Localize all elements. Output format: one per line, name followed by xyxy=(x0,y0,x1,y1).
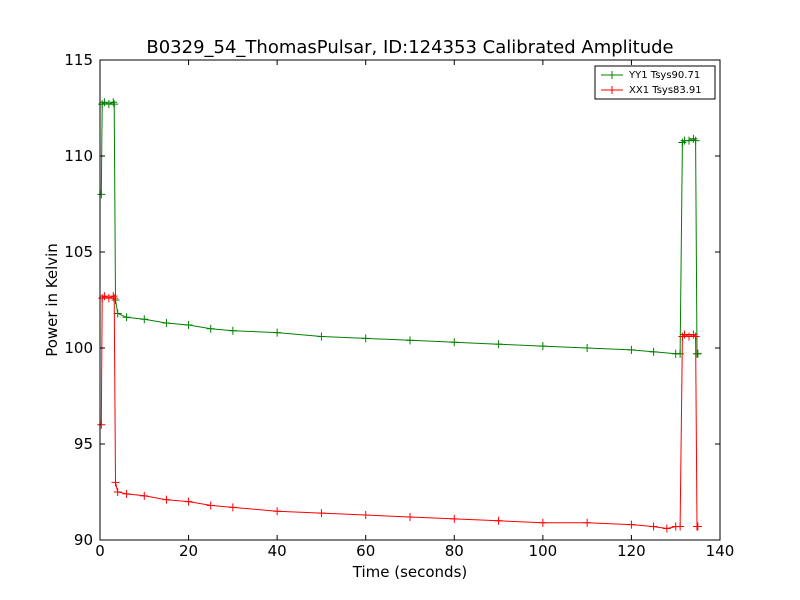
series-1 xyxy=(97,292,702,533)
x-tick-label: 0 xyxy=(95,542,105,560)
data-point xyxy=(206,501,215,510)
data-point xyxy=(228,326,237,335)
series-0 xyxy=(97,98,702,358)
data-point xyxy=(693,522,702,531)
data-point xyxy=(450,338,459,347)
y-axis: 90 95 100 105 110 115 xyxy=(64,51,720,549)
legend-marker-yy1 xyxy=(608,71,616,79)
data-point xyxy=(122,313,131,322)
data-point xyxy=(113,488,122,496)
data-point xyxy=(649,522,658,531)
x-tick-label: 120 xyxy=(617,542,646,560)
data-point xyxy=(184,497,193,506)
data-point xyxy=(317,509,326,518)
data-point xyxy=(111,478,120,487)
x-tick-label: 40 xyxy=(268,542,287,560)
x-axis: 0 20 40 60 80 100 120 140 xyxy=(95,60,734,560)
data-point xyxy=(627,520,636,529)
series-line xyxy=(100,295,698,530)
plot-area xyxy=(97,59,721,541)
data-point xyxy=(649,347,658,356)
data-point xyxy=(406,512,414,521)
data-point xyxy=(691,332,700,341)
data-point xyxy=(110,294,119,303)
data-point xyxy=(206,324,215,333)
legend-marker-xx1 xyxy=(608,86,616,94)
x-axis-label: Time (seconds) xyxy=(352,563,468,581)
data-point xyxy=(140,491,149,500)
data-point xyxy=(494,340,503,349)
data-point xyxy=(627,345,636,354)
data-point xyxy=(538,518,547,527)
y-axis-label: Power in Kelvin xyxy=(43,243,61,357)
y-tick-label: 105 xyxy=(64,243,93,261)
data-point xyxy=(100,98,109,107)
data-point xyxy=(691,136,700,145)
data-point xyxy=(162,495,171,504)
data-point xyxy=(693,349,702,358)
data-point xyxy=(100,292,109,301)
x-tick-label: 140 xyxy=(706,542,735,560)
legend-box xyxy=(594,65,716,100)
data-point xyxy=(538,342,547,351)
data-point xyxy=(184,320,193,329)
plot-background xyxy=(100,60,720,540)
data-point xyxy=(361,511,370,520)
data-point xyxy=(676,349,685,358)
data-point xyxy=(273,328,282,337)
y-tick-label: 115 xyxy=(64,51,93,69)
x-tick-label: 60 xyxy=(356,542,375,560)
data-point xyxy=(109,98,118,107)
data-point xyxy=(406,336,414,345)
data-point xyxy=(680,330,689,339)
legend: YY1 Tsys90.71 XX1 Tsys83.91 xyxy=(594,65,716,100)
data-point xyxy=(109,292,118,301)
data-point xyxy=(450,514,459,523)
chart-title: B0329_54_ThomasPulsar, ID:124353 Calibra… xyxy=(146,37,673,58)
series-layer xyxy=(97,98,702,533)
y-tick-label: 95 xyxy=(74,435,93,453)
y-tick-label: 90 xyxy=(74,531,93,549)
data-point xyxy=(140,315,149,324)
legend-label-yy1: YY1 Tsys90.71 xyxy=(628,70,700,81)
x-tick-label: 100 xyxy=(529,542,558,560)
x-tick-label: 80 xyxy=(445,542,464,560)
data-point xyxy=(494,516,503,525)
legend-item-1: XX1 Tsys83.91 xyxy=(601,85,702,96)
y-tick-label: 110 xyxy=(64,147,93,165)
legend-item-0: YY1 Tsys90.71 xyxy=(601,70,700,81)
data-point xyxy=(662,524,671,533)
x-tick-label: 20 xyxy=(179,542,198,560)
data-point xyxy=(273,507,282,516)
data-point xyxy=(97,420,106,429)
data-point xyxy=(162,319,171,328)
data-point xyxy=(110,100,119,109)
data-point xyxy=(361,334,370,343)
data-point xyxy=(676,522,685,531)
legend-label-xx1: XX1 Tsys83.91 xyxy=(629,85,702,96)
data-point xyxy=(583,518,592,527)
data-point xyxy=(122,489,131,498)
data-point xyxy=(583,344,592,352)
plot-frame xyxy=(99,59,721,541)
data-point xyxy=(228,503,237,512)
y-tick-label: 100 xyxy=(64,339,93,357)
data-point xyxy=(97,190,106,199)
data-point xyxy=(317,332,326,341)
data-point xyxy=(113,309,122,318)
